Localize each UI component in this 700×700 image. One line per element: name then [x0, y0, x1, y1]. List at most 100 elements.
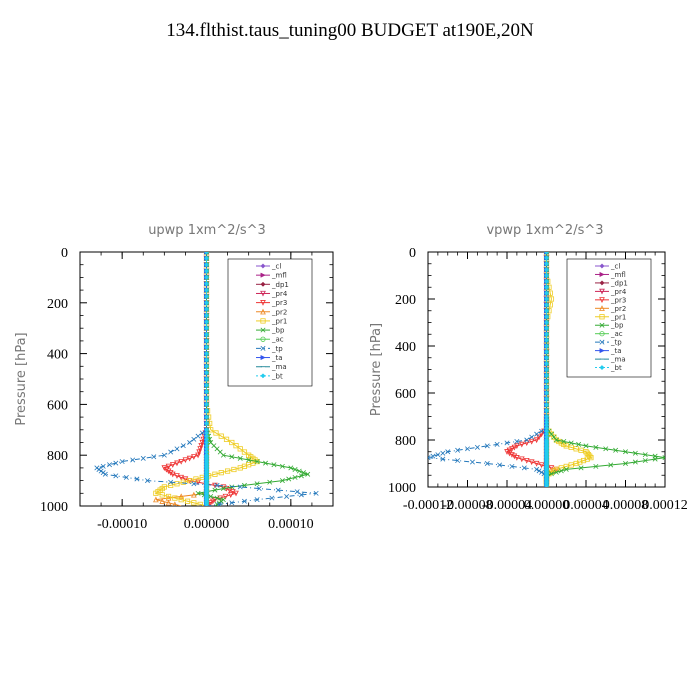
- legend-entry: _bp: [271, 327, 285, 335]
- data-point-bt: [543, 252, 550, 255]
- data-point-bp: [246, 457, 252, 463]
- data-point-tp: [140, 455, 146, 461]
- data-point-bt: [203, 281, 210, 287]
- data-point-pr3: [167, 470, 174, 476]
- data-point-bp: [267, 479, 273, 485]
- data-point-bp: [632, 459, 638, 465]
- data-point-pr3: [186, 455, 193, 462]
- data-point-pr1: [237, 465, 243, 471]
- data-point-pr1: [172, 495, 178, 501]
- legend-marker: [599, 314, 605, 320]
- data-point-pr1: [218, 433, 224, 439]
- legend-marker: [599, 322, 605, 328]
- panel-title: vpwp 1xm^2/s^3: [486, 223, 603, 238]
- data-point-pr3: [174, 473, 180, 479]
- legend-entry: _mfl: [610, 271, 626, 279]
- data-point-bp: [292, 467, 298, 472]
- data-point-pr1: [568, 444, 574, 450]
- data-point-bt: [203, 252, 210, 255]
- data-point-bt: [543, 349, 550, 355]
- data-point-bp: [553, 469, 559, 475]
- data-point-bt: [203, 274, 210, 280]
- data-point-bt: [203, 395, 210, 401]
- data-point-pr1: [165, 493, 172, 500]
- data-point-bt: [543, 378, 550, 384]
- data-point-bt: [203, 255, 210, 261]
- data-point-bp: [548, 471, 554, 477]
- x-tick-label: 0.00010: [268, 517, 314, 532]
- data-point-bt: [203, 408, 210, 414]
- data-point-bp: [296, 468, 302, 474]
- data-point-bt: [543, 366, 550, 373]
- data-point-bt: [543, 402, 550, 408]
- data-point-bt: [203, 376, 210, 382]
- data-point-pr3: [165, 463, 172, 470]
- data-point-tp: [465, 446, 470, 452]
- legend-entry: _pr1: [610, 313, 626, 321]
- data-point-bt: [543, 284, 550, 290]
- data-point-bp: [553, 437, 559, 443]
- y-tick-label: 1000: [388, 481, 416, 496]
- data-point-pr1: [237, 446, 243, 452]
- data-point-tp: [504, 440, 510, 446]
- data-point-pr2: [191, 491, 197, 498]
- legend-box: [566, 258, 652, 378]
- data-point-bp: [214, 495, 220, 501]
- data-point-pr3: [506, 450, 513, 457]
- data-point-bp: [288, 465, 294, 471]
- data-point-pr3: [514, 443, 520, 449]
- data-point-bp: [279, 478, 285, 484]
- legend: _cl_mfl_dp1_pr4_pr3_pr2_pr1_bp_ac_tp_ta_…: [227, 258, 313, 387]
- y-tick-label: 400: [47, 348, 68, 363]
- data-point-bp: [220, 452, 226, 458]
- data-point-pr1: [577, 459, 583, 465]
- data-point-tp: [168, 449, 174, 455]
- data-point-bt: [203, 357, 210, 363]
- data-point-tp: [428, 455, 431, 461]
- data-point-pr3: [528, 459, 535, 466]
- data-point-tp: [151, 454, 157, 460]
- legend-entry: _dp1: [271, 281, 289, 289]
- data-point-pr3: [506, 447, 513, 454]
- data-point-pr2: [178, 493, 185, 500]
- panel-title: upwp 1xm^2/s^3: [148, 223, 266, 238]
- legend-marker: [260, 300, 266, 306]
- data-point-bp: [642, 452, 648, 458]
- data-point-bp: [254, 481, 260, 487]
- data-point-tp: [113, 460, 119, 466]
- legend-entry: _ma: [610, 356, 626, 364]
- data-point-tp: [174, 446, 180, 452]
- data-point-tp: [455, 458, 461, 464]
- legend-entry: _pr4: [610, 288, 627, 296]
- data-point-bp: [237, 455, 243, 461]
- data-point-pr1: [168, 482, 174, 488]
- data-point-pr1: [563, 463, 569, 470]
- data-point-bt: [203, 338, 210, 344]
- data-point-bt: [543, 482, 550, 487]
- data-point-bt: [203, 319, 210, 325]
- y-tick-label: 0: [61, 246, 68, 261]
- data-point-pr3: [533, 437, 540, 444]
- data-point-bt: [203, 401, 210, 407]
- data-point-bt: [543, 384, 550, 390]
- data-point-tp: [284, 493, 290, 499]
- x-tick-label: 0.00000: [524, 498, 570, 513]
- data-point-bp: [623, 449, 628, 455]
- series-line-tp: [428, 252, 547, 487]
- legend-entry: _bp: [610, 322, 624, 330]
- x-tick-label: 0.00008: [603, 498, 649, 513]
- data-point-tp: [275, 487, 281, 493]
- data-point-pr1: [573, 460, 579, 467]
- legend-marker: [599, 364, 605, 371]
- data-point-pr1: [241, 449, 248, 455]
- data-point-pr1: [193, 476, 199, 482]
- data-point-pr1: [233, 443, 239, 449]
- data-point-bt: [203, 420, 210, 427]
- data-point-bt: [543, 343, 550, 349]
- data-point-pr1: [180, 479, 186, 485]
- data-point-bt: [203, 414, 210, 420]
- data-point-tp: [254, 497, 260, 503]
- legend-marker: [260, 327, 266, 333]
- legend-entry: _tp: [610, 339, 622, 347]
- data-point-pr1: [197, 501, 203, 506]
